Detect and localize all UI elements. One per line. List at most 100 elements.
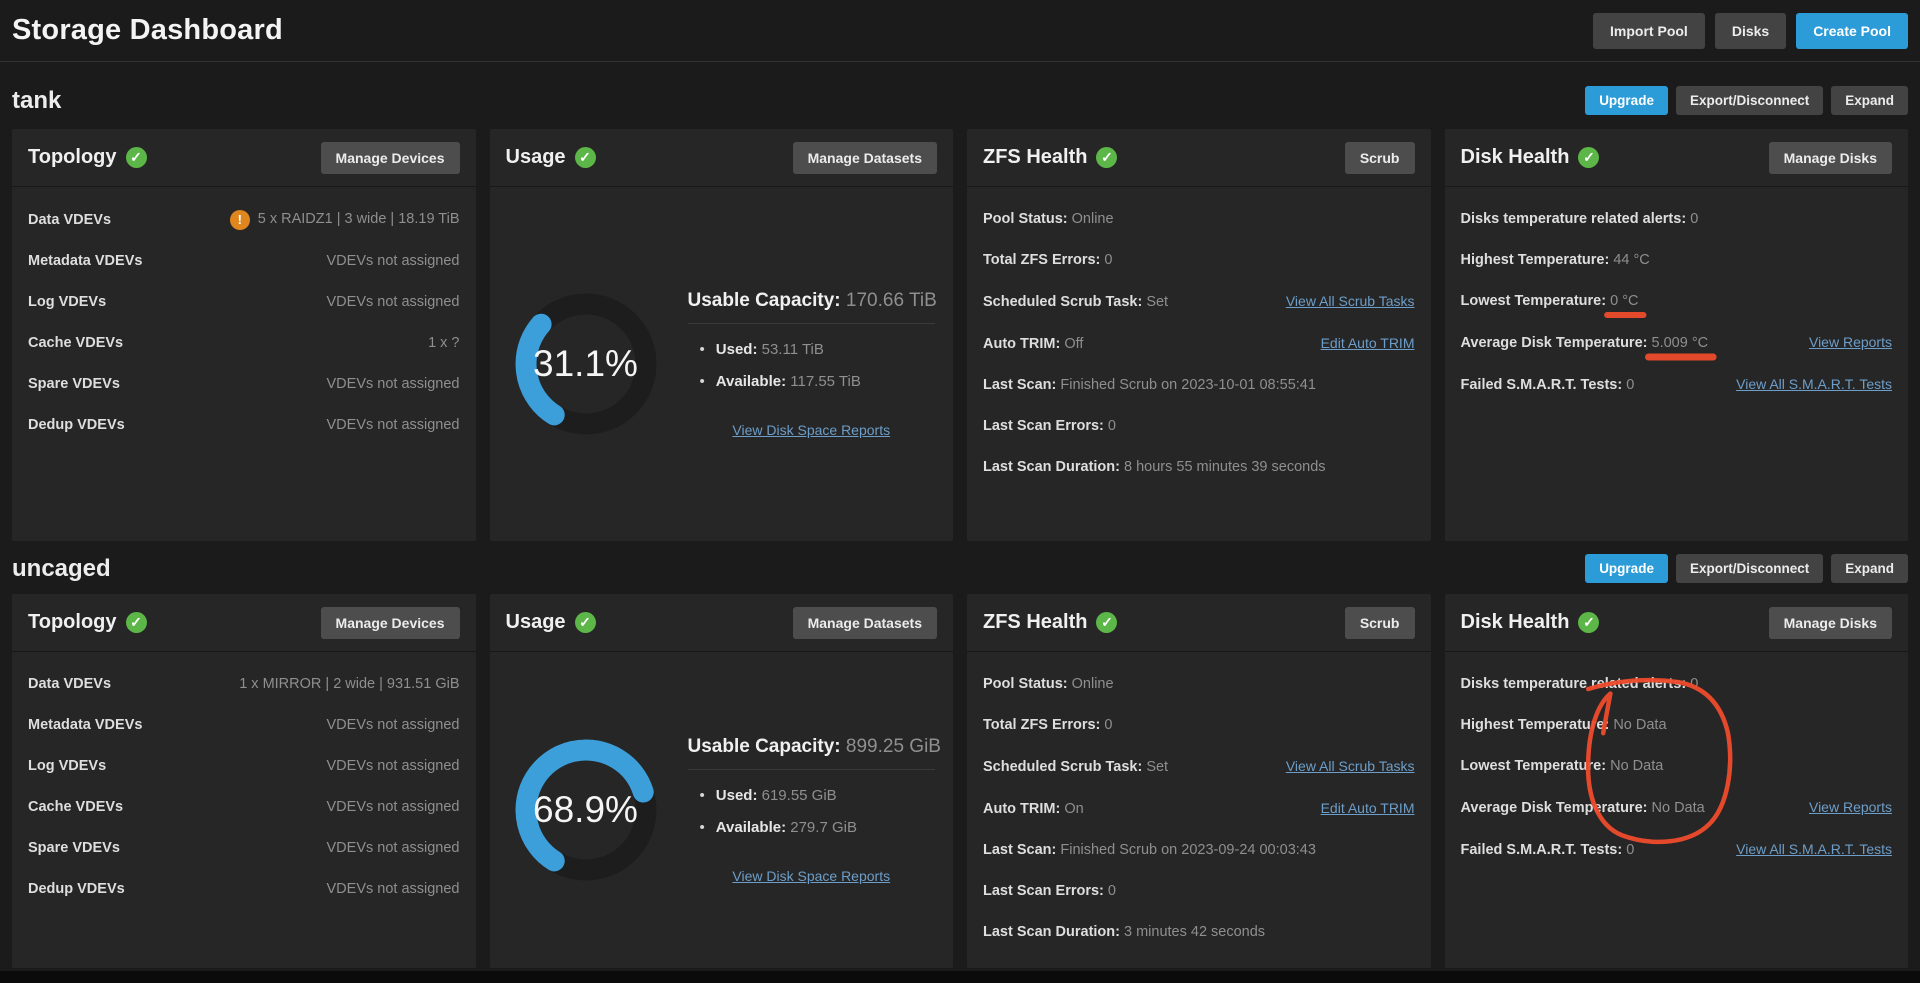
- row-value: Finished Scrub on 2023-10-01 08:55:41: [1060, 377, 1316, 393]
- upgrade-button[interactable]: Upgrade: [1585, 86, 1668, 115]
- row-text: Last Scan Errors: 0: [983, 881, 1116, 902]
- manage-devices-button[interactable]: Manage Devices: [320, 141, 460, 174]
- row-value-wrap: ! 5 x RAIDZ1 | 3 wide | 18.19 TiB: [229, 209, 460, 230]
- usable-capacity-line: Usable Capacity: 899.25 GiB: [687, 736, 941, 770]
- row-value-wrap: VDEVs not assigned: [327, 879, 460, 900]
- view-disk-space-reports-link[interactable]: View Disk Space Reports: [732, 422, 891, 438]
- create-pool-button[interactable]: Create Pool: [1796, 12, 1908, 49]
- manage-datasets-button[interactable]: Manage Datasets: [792, 141, 937, 174]
- usage-info: Usable Capacity: 170.66 TiB Used: 53.11 T…: [687, 290, 937, 438]
- export-disconnect-button[interactable]: Export/Disconnect: [1675, 554, 1824, 583]
- card-usage: Usage ✓ Manage Datasets 31.1% Usable Capaci…: [489, 129, 953, 541]
- row-label: Last Scan Duration:: [983, 459, 1120, 475]
- card-body: Data VDEVs 1 x MIRROR | 2 wide | 931.51 G…: [12, 652, 476, 968]
- row-text: Highest Temperature: 44 °C: [1461, 250, 1650, 271]
- export-disconnect-button[interactable]: Export/Disconnect: [1675, 86, 1824, 115]
- row-text: Scheduled Scrub Task: Set: [983, 292, 1168, 313]
- card-title-text: Usage: [505, 611, 566, 633]
- row-label: Log VDEVs: [28, 758, 107, 774]
- expand-button[interactable]: Expand: [1831, 86, 1908, 115]
- card-header: ZFS Health ✓ Scrub: [967, 594, 1431, 652]
- row-text: Pool Status: Online: [983, 674, 1114, 695]
- row-value-wrap: 1 x ?: [428, 333, 459, 354]
- row-text: Last Scan: Finished Scrub on 2023-10-01 …: [983, 375, 1316, 396]
- cards-row: Topology ✓ Manage Devices Data VDEVs! 5 x RA…: [0, 129, 1920, 541]
- row-text: Failed S.M.A.R.T. Tests: 0: [1461, 375, 1635, 396]
- pool-header: tank Upgrade Export/Disconnect Expand: [0, 62, 1920, 129]
- card-title: Topology ✓: [28, 611, 147, 634]
- row-text: Average Disk Temperature: No Data: [1461, 798, 1705, 819]
- average-disk-temperature-row: Average Disk Temperature: No Data View Re…: [1461, 797, 1893, 819]
- usable-capacity-line: Usable Capacity: 170.66 TiB: [687, 290, 937, 324]
- available-item: Available: 279.7 GiB: [700, 819, 936, 836]
- manage-devices-button[interactable]: Manage Devices: [320, 606, 460, 639]
- failed-s-m-a-r-t-tests-row: Failed S.M.A.R.T. Tests: 0 View All S.M.A…: [1461, 374, 1893, 396]
- manage-datasets-button[interactable]: Manage Datasets: [792, 606, 937, 639]
- row-value-wrap: VDEVs not assigned: [327, 415, 460, 436]
- view-all-scrub-tasks-link[interactable]: View All Scrub Tasks: [1285, 758, 1415, 774]
- row-value: 0: [1690, 676, 1699, 692]
- manage-disks-button[interactable]: Manage Disks: [1768, 606, 1892, 639]
- import-pool-button[interactable]: Import Pool: [1593, 12, 1705, 49]
- row-value: No Data: [1610, 758, 1664, 774]
- row-value: 1 x ?: [428, 335, 460, 351]
- page-header: Storage Dashboard Import Pool Disks Crea…: [0, 0, 1920, 62]
- row-value-wrap: 1 x MIRROR | 2 wide | 931.51 GiB: [239, 674, 459, 695]
- usage-percent: 31.1%: [533, 343, 638, 384]
- row-value-wrap: VDEVs not assigned: [327, 292, 460, 313]
- disks-temperature-related-alerts-row: Disks temperature related alerts: 0: [1461, 209, 1893, 230]
- pool-status-row: Pool Status: Online: [983, 209, 1415, 230]
- row-label: Highest Temperature:: [1460, 252, 1610, 268]
- row-label: Metadata VDEVs: [28, 253, 143, 269]
- view-all-s-m-a-r-t-tests-link[interactable]: View All S.M.A.R.T. Tests: [1736, 376, 1892, 392]
- data-vdevs-row: Data VDEVs! 5 x RAIDZ1 | 3 wide | 18.19 T…: [28, 209, 460, 231]
- row-label: Auto TRIM:: [983, 336, 1061, 352]
- scrub-button[interactable]: Scrub: [1344, 606, 1415, 639]
- check-circle-icon: ✓: [574, 147, 596, 168]
- check-circle-icon: ✓: [1578, 612, 1600, 633]
- failed-s-m-a-r-t-tests-row: Failed S.M.A.R.T. Tests: 0 View All S.M.A…: [1461, 839, 1893, 861]
- row-text: Last Scan Duration: 3 minutes 42 seconds: [983, 922, 1265, 943]
- expand-button[interactable]: Expand: [1831, 554, 1908, 583]
- row-value-wrap: VDEVs not assigned: [327, 756, 460, 777]
- view-reports-link[interactable]: View Reports: [1808, 334, 1892, 350]
- check-circle-icon: ✓: [1096, 612, 1118, 633]
- row-label: Disks temperature related alerts:: [1460, 676, 1687, 692]
- row-value: Online: [1071, 211, 1114, 227]
- view-all-s-m-a-r-t-tests-link[interactable]: View All S.M.A.R.T. Tests: [1736, 841, 1892, 857]
- usage-item-value: 117.55 TiB: [790, 373, 861, 390]
- row-value: VDEVs not assigned: [326, 799, 460, 815]
- row-value: Set: [1146, 294, 1169, 310]
- disks-button[interactable]: Disks: [1714, 12, 1787, 49]
- manage-disks-button[interactable]: Manage Disks: [1768, 141, 1892, 174]
- row-text: Auto TRIM: On: [983, 799, 1084, 820]
- card-title: ZFS Health ✓: [983, 146, 1118, 169]
- scheduled-scrub-task-row: Scheduled Scrub Task: Set View All Scrub …: [983, 756, 1415, 778]
- card-title-text: ZFS Health: [983, 146, 1088, 168]
- card-usage: Usage ✓ Manage Datasets 68.9% Usable Capaci…: [489, 594, 953, 968]
- card-title: ZFS Health ✓: [983, 611, 1118, 634]
- edit-auto-trim-link[interactable]: Edit Auto TRIM: [1320, 335, 1415, 351]
- pool-section-tank: tank Upgrade Export/Disconnect Expand Topolo…: [0, 62, 1920, 541]
- usage-item-label: Available:: [715, 373, 787, 390]
- edit-auto-trim-link[interactable]: Edit Auto TRIM: [1320, 800, 1415, 816]
- scrub-button[interactable]: Scrub: [1344, 141, 1415, 174]
- card-topology: Topology ✓ Manage Devices Data VDEVs 1 x MIR…: [12, 594, 476, 968]
- view-disk-space-reports-link[interactable]: View Disk Space Reports: [732, 868, 891, 884]
- upgrade-button[interactable]: Upgrade: [1585, 554, 1668, 583]
- view-all-scrub-tasks-link[interactable]: View All Scrub Tasks: [1285, 293, 1415, 309]
- row-value: VDEVs not assigned: [326, 758, 460, 774]
- highest-temperature-row: Highest Temperature: 44 °C: [1461, 250, 1893, 271]
- row-value: Finished Scrub on 2023-09-24 00:03:43: [1060, 842, 1316, 858]
- check-circle-icon: ✓: [1096, 147, 1118, 168]
- row-value: On: [1064, 801, 1084, 817]
- row-value: VDEVs not assigned: [326, 294, 460, 310]
- usage-item-value: 619.55 GiB: [761, 787, 837, 804]
- usage-list: Used: 619.55 GiB Available: 279.7 GiB: [688, 787, 936, 836]
- row-value: 3 minutes 42 seconds: [1124, 924, 1266, 940]
- row-label: Log VDEVs: [28, 294, 107, 310]
- view-reports-link[interactable]: View Reports: [1808, 799, 1892, 815]
- usable-capacity-value: 899.25 GiB: [845, 736, 941, 757]
- used-item: Used: 53.11 TiB: [700, 341, 936, 358]
- row-label: Last Scan:: [983, 377, 1057, 393]
